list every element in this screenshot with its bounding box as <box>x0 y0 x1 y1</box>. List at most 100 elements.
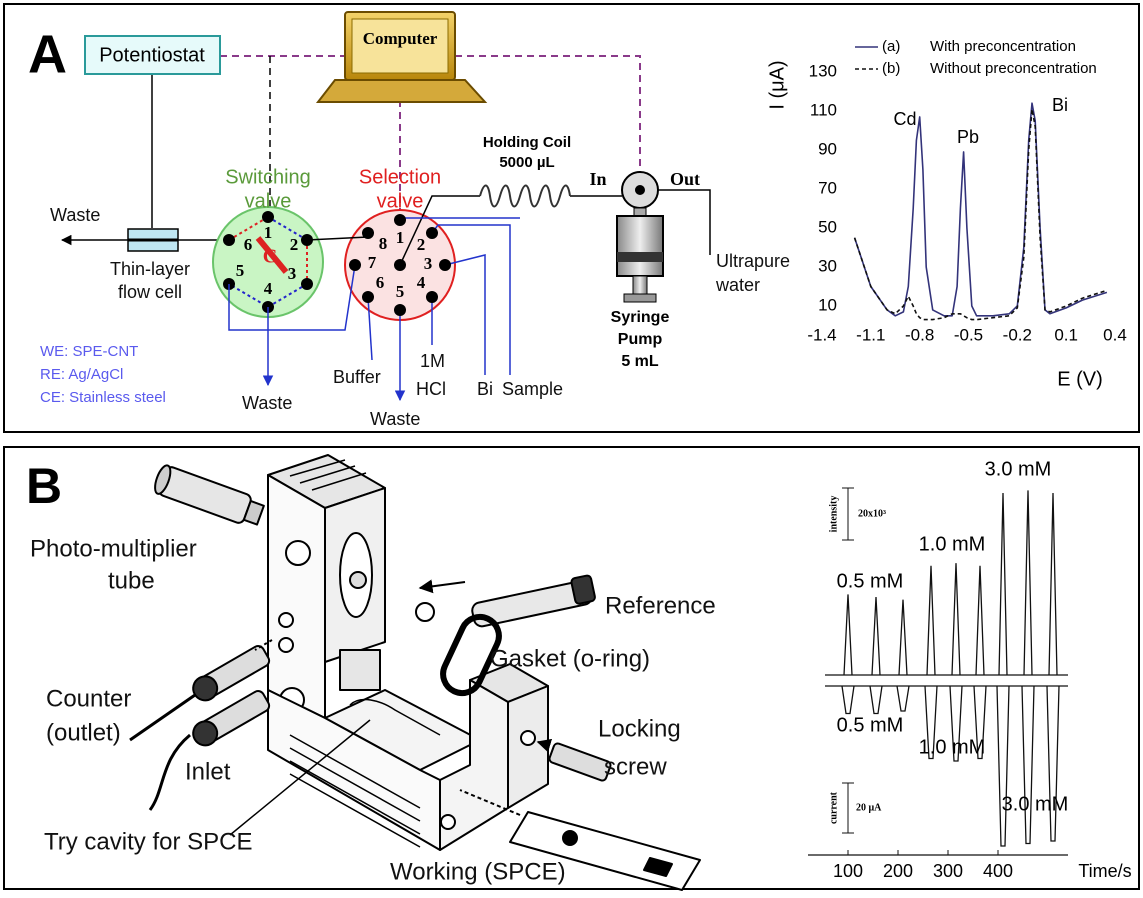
computer-keyboard <box>318 80 485 102</box>
port <box>262 211 274 223</box>
counter-label: (outlet) <box>46 719 121 746</box>
y-tick-label: 10 <box>818 295 837 314</box>
figure: A Potentiostat Computer Waste Thin-layer… <box>0 0 1143 893</box>
legend-marker: (b) <box>882 60 900 77</box>
scale-bar-name: current <box>828 791 839 824</box>
port <box>426 227 438 239</box>
inlet-label: In <box>589 169 606 189</box>
y-tick-label: 90 <box>818 139 837 158</box>
legend-marker: (a) <box>882 38 900 55</box>
series-line <box>855 109 1107 320</box>
screw-label: Locking <box>598 715 681 742</box>
concentration-label: 1.0 mM <box>919 736 986 758</box>
cell-left-face <box>268 475 325 718</box>
scale-bar-label: 20x10³ <box>858 508 886 519</box>
panel-label: B <box>26 458 62 514</box>
port-number: 3 <box>424 254 433 273</box>
intensity-peak <box>872 597 880 675</box>
cell-port <box>350 572 366 588</box>
x-tick-label: 400 <box>983 861 1013 881</box>
water-label: Ultrapure <box>716 251 790 271</box>
intensity-peak <box>927 566 935 675</box>
intensity-peak <box>952 563 960 675</box>
waste-label: Waste <box>50 205 100 225</box>
pmt-label: Photo-multiplier <box>30 535 197 562</box>
pmt-label: tube <box>108 567 155 594</box>
port-number: 2 <box>417 235 426 254</box>
port <box>362 227 374 239</box>
x-tick-label: 0.4 <box>1103 325 1127 344</box>
pump-neck <box>634 208 646 216</box>
current-peak <box>1047 686 1059 841</box>
outlet-label: Out <box>670 169 700 189</box>
selection-valve-label: Selection <box>359 166 441 188</box>
current-peak <box>997 686 1009 846</box>
counter-label: Counter <box>46 685 131 712</box>
x-tick-label: 100 <box>833 861 863 881</box>
y-tick-label: 50 <box>818 217 837 236</box>
port <box>349 259 361 271</box>
reagent-label: 1M <box>420 351 445 371</box>
port-number: 3 <box>288 264 297 283</box>
y-axis-title: I (μA) <box>766 60 788 109</box>
concentration-label: 3.0 mM <box>985 458 1052 480</box>
port-number: 7 <box>368 253 377 272</box>
port-number: 6 <box>376 273 385 292</box>
legend-label: With preconcentration <box>930 38 1076 55</box>
tubing <box>130 695 195 810</box>
tubing <box>658 190 710 255</box>
switching-valve-label: valve <box>245 190 292 212</box>
reagent-label: HCl <box>416 379 446 399</box>
port-number: 5 <box>396 282 405 301</box>
y-tick-label: 30 <box>818 256 837 275</box>
x-tick-label: -1.1 <box>856 325 885 344</box>
concentration-label: 3.0 mM <box>1002 793 1069 815</box>
x-tick-label: -1.4 <box>807 325 836 344</box>
water-label: water <box>715 275 760 295</box>
pump-rod <box>633 276 647 296</box>
peak-label: Bi <box>1052 95 1068 115</box>
scale-bar-label: 20 μA <box>856 802 882 813</box>
port-number: 4 <box>417 273 426 292</box>
y-tick-label: 130 <box>809 61 837 80</box>
x-tick-label: -0.5 <box>954 325 983 344</box>
pump-base <box>624 294 656 302</box>
potentiostat-label: Potentiostat <box>99 44 205 66</box>
port <box>301 278 313 290</box>
locking-screw <box>548 742 611 781</box>
cell-hole <box>279 638 293 652</box>
reference-label: Reference <box>605 592 716 619</box>
waste-label: Waste <box>242 393 292 413</box>
pmt-body <box>158 466 253 525</box>
coil-label: 5000 µL <box>499 154 554 171</box>
waste-label: Waste <box>370 409 420 429</box>
port-number: 6 <box>244 235 253 254</box>
flow-cell-label: Thin-layer <box>110 259 190 279</box>
current-peak <box>1022 686 1034 844</box>
computer-label: Computer <box>363 29 438 48</box>
intensity-peak <box>1024 490 1032 675</box>
current-peak <box>897 686 909 711</box>
panel-label: A <box>28 24 67 84</box>
intensity-peak <box>1049 493 1057 675</box>
x-tick-label: 0.1 <box>1054 325 1078 344</box>
cavity-label: Try cavity for SPCE <box>44 828 252 855</box>
current-scale-bar <box>842 783 854 833</box>
cell-recess <box>340 650 380 690</box>
inlet-label: Inlet <box>185 758 231 785</box>
concentration-label: 0.5 mM <box>837 570 904 592</box>
peak-label: Pb <box>957 127 979 147</box>
intensity-peak <box>999 493 1007 675</box>
y-tick-label: 110 <box>810 100 837 119</box>
port <box>223 234 235 246</box>
port <box>362 291 374 303</box>
switching-valve-label: Switching <box>225 166 311 188</box>
cell-hole <box>279 613 293 627</box>
panel-a-chart: 1030507090110130-1.4-1.1-0.8-0.5-0.20.10… <box>766 38 1127 390</box>
port <box>394 259 406 271</box>
gasket-label: Gasket (o-ring) <box>490 645 650 672</box>
valve-center-label: C <box>263 246 277 268</box>
pump-piston <box>617 252 663 262</box>
working-label: Working (SPCE) <box>390 858 566 885</box>
